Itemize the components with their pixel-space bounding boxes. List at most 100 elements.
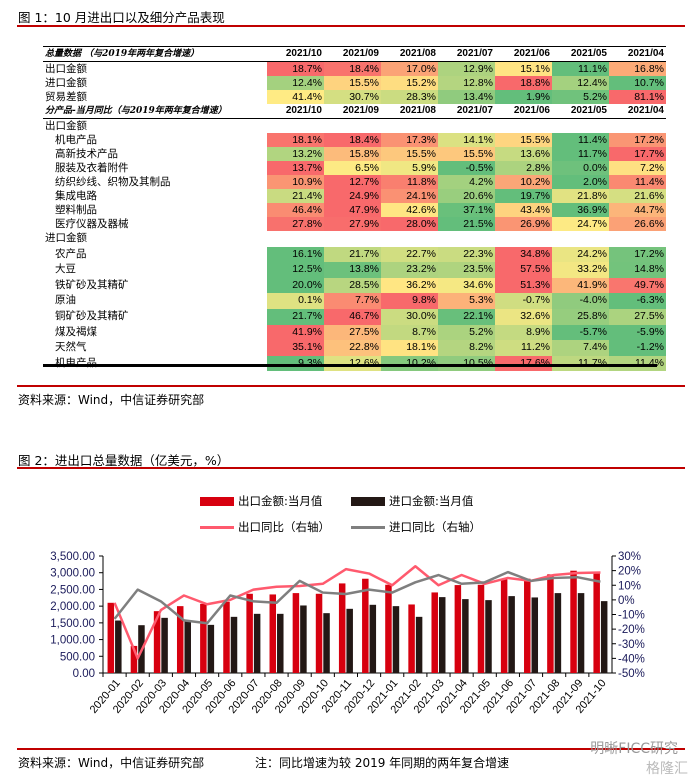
heat-cell: 22.3% [438, 246, 495, 263]
table-row: 医疗仪器及器械 27.8% 27.9% 28.0% 21.5% 26.9% 24.7% 26.… [43, 217, 666, 231]
heat-cell: 7.4% [552, 340, 609, 356]
heat-cell: 32.6% [495, 308, 552, 325]
export-bar [570, 570, 577, 673]
column-header: 2021/07 [438, 104, 495, 119]
row-label: 铁矿砂及其精矿 [55, 278, 129, 291]
heat-cell: 26.9% [495, 217, 552, 231]
heat-cell: 15.5% [381, 147, 438, 161]
heat-cell: 21.4% [267, 189, 324, 203]
heat-cell: -6.3% [609, 293, 666, 309]
heat-cell: 9.8% [381, 293, 438, 309]
export-bar [292, 593, 300, 673]
import-bar [415, 616, 423, 673]
group-label: 进口金额 [45, 232, 87, 244]
table-row: 纺织纱线、织物及其制品 10.9% 12.7% 11.8% 4.2% 10.2% 2.0% 1… [43, 175, 666, 189]
export-bar [500, 579, 508, 673]
heat-cell: 24.7% [552, 217, 609, 231]
heat-cell: 13.6% [495, 147, 552, 161]
heat-cell: 41.9% [552, 277, 609, 294]
heat-cell: 27.5% [609, 308, 666, 325]
column-header: 2021/06 [495, 104, 552, 119]
row-label: 机电产品 [55, 134, 97, 146]
import-bar [438, 597, 446, 673]
heat-cell: 23.2% [381, 262, 438, 278]
heat-cell: 17.0% [381, 61, 438, 76]
figure-2-source: 资料来源：Wind，中信证券研究部 [18, 756, 205, 770]
export-yoy-line [113, 564, 601, 660]
legend-swatch [351, 525, 385, 529]
heat-cell: 34.6% [438, 277, 495, 294]
legend-swatch [200, 525, 234, 529]
title-divider [17, 467, 685, 469]
column-header: 2021/09 [324, 104, 381, 119]
heat-cell: 18.7% [267, 61, 324, 76]
heat-cell: 28.3% [381, 90, 438, 104]
row-label: 出口金额 [45, 63, 87, 75]
heat-cell: 15.5% [324, 76, 381, 90]
table-row: 农产品 16.1% 21.7% 22.7% 22.3% 34.8% 24.2% 17.2% [43, 246, 666, 263]
heat-cell: 12.7% [324, 175, 381, 189]
import-bar [230, 616, 238, 673]
export-bar [547, 574, 554, 673]
heat-cell: 16.8% [609, 61, 666, 76]
heat-cell: 11.4% [552, 133, 609, 147]
figure-1-source: 资料来源：Wind，中信证券研究部 [18, 393, 205, 407]
left-tick-label: 3,500.00 [50, 551, 95, 563]
heat-cell: 36.2% [381, 277, 438, 294]
export-bar [223, 601, 230, 673]
left-tick-label: 2,000.00 [50, 601, 95, 613]
column-header: 2021/10 [267, 104, 324, 119]
export-bar [362, 578, 369, 673]
heat-cell: 47.9% [324, 203, 381, 217]
heat-cell: 11.2% [495, 340, 552, 356]
heat-cell: 27.9% [324, 217, 381, 231]
table-row: 铜矿砂及其精矿 21.7% 46.7% 30.0% 22.1% 32.6% 25.8% 27.… [43, 308, 666, 325]
export-bar [408, 604, 415, 673]
heat-cell: 15.5% [438, 147, 495, 161]
heat-cell: 12.5% [267, 262, 324, 278]
table-row: 塑料制品 46.4% 47.9% 42.6% 37.1% 43.4% 36.9% 44.7% [43, 203, 666, 217]
table-row: 贸易差额 41.4% 30.7% 28.3% 13.4% 1.9% 5.2% 81.1% [43, 90, 666, 104]
heat-cell: 24.2% [552, 246, 609, 263]
heat-cell: 21.6% [609, 189, 666, 203]
row-label: 进口金额 [45, 77, 87, 89]
table-row: 服装及衣着附件 13.7% 6.5% 5.9% -0.5% 2.8% 0.0% 7.2% [43, 161, 666, 175]
export-bar [269, 594, 277, 673]
heat-cell: 15.8% [324, 147, 381, 161]
row-label: 高新技术产品 [55, 148, 118, 160]
legend-swatch [200, 496, 234, 506]
import-bar [161, 617, 168, 673]
row-label: 天然气 [55, 341, 87, 354]
column-header: 2021/08 [381, 104, 438, 119]
import-bar [462, 599, 469, 673]
export-bar [477, 584, 485, 673]
column-header: 2021/05 [552, 104, 609, 119]
import-bar [508, 596, 515, 673]
left-tick-label: 500.00 [60, 651, 95, 663]
heat-cell: 12.8% [438, 76, 495, 90]
heat-cell: 18.1% [381, 340, 438, 356]
heat-cell: 51.3% [495, 277, 552, 294]
table-row: 大豆 12.5% 13.8% 23.2% 23.5% 57.5% 33.2% 14.8% [43, 262, 666, 278]
group-label-row: 出口金额 [43, 119, 666, 134]
heat-cell: 21.5% [438, 217, 495, 231]
heat-cell: 13.7% [267, 161, 324, 175]
export-bar [200, 603, 207, 673]
heat-cell: 25.8% [552, 308, 609, 325]
left-tick-label: 1,500.00 [50, 618, 95, 630]
heat-cell: 11.8% [381, 175, 438, 189]
legend-export-yoy: 出口同比（右轴） [200, 519, 330, 535]
left-tick-label: 1,000.00 [50, 635, 95, 647]
table-row: 高新技术产品 13.2% 15.8% 15.5% 15.5% 13.6% 11.7% 17.7… [43, 147, 666, 161]
heat-cell: 12.9% [438, 61, 495, 76]
heat-cell: 5.2% [438, 324, 495, 341]
row-label: 铜矿砂及其精矿 [55, 309, 129, 322]
right-tick-label: -20% [618, 624, 645, 636]
legend-label: 进口金额:当月值 [389, 494, 474, 508]
heat-cell: 34.8% [495, 246, 552, 263]
legend-label: 进口同比（右轴） [389, 520, 481, 534]
heat-cell: 13.2% [267, 147, 324, 161]
heat-cell: 11.7% [552, 147, 609, 161]
column-header: 2021/08 [381, 46, 438, 62]
heat-cell: 42.6% [381, 203, 438, 217]
